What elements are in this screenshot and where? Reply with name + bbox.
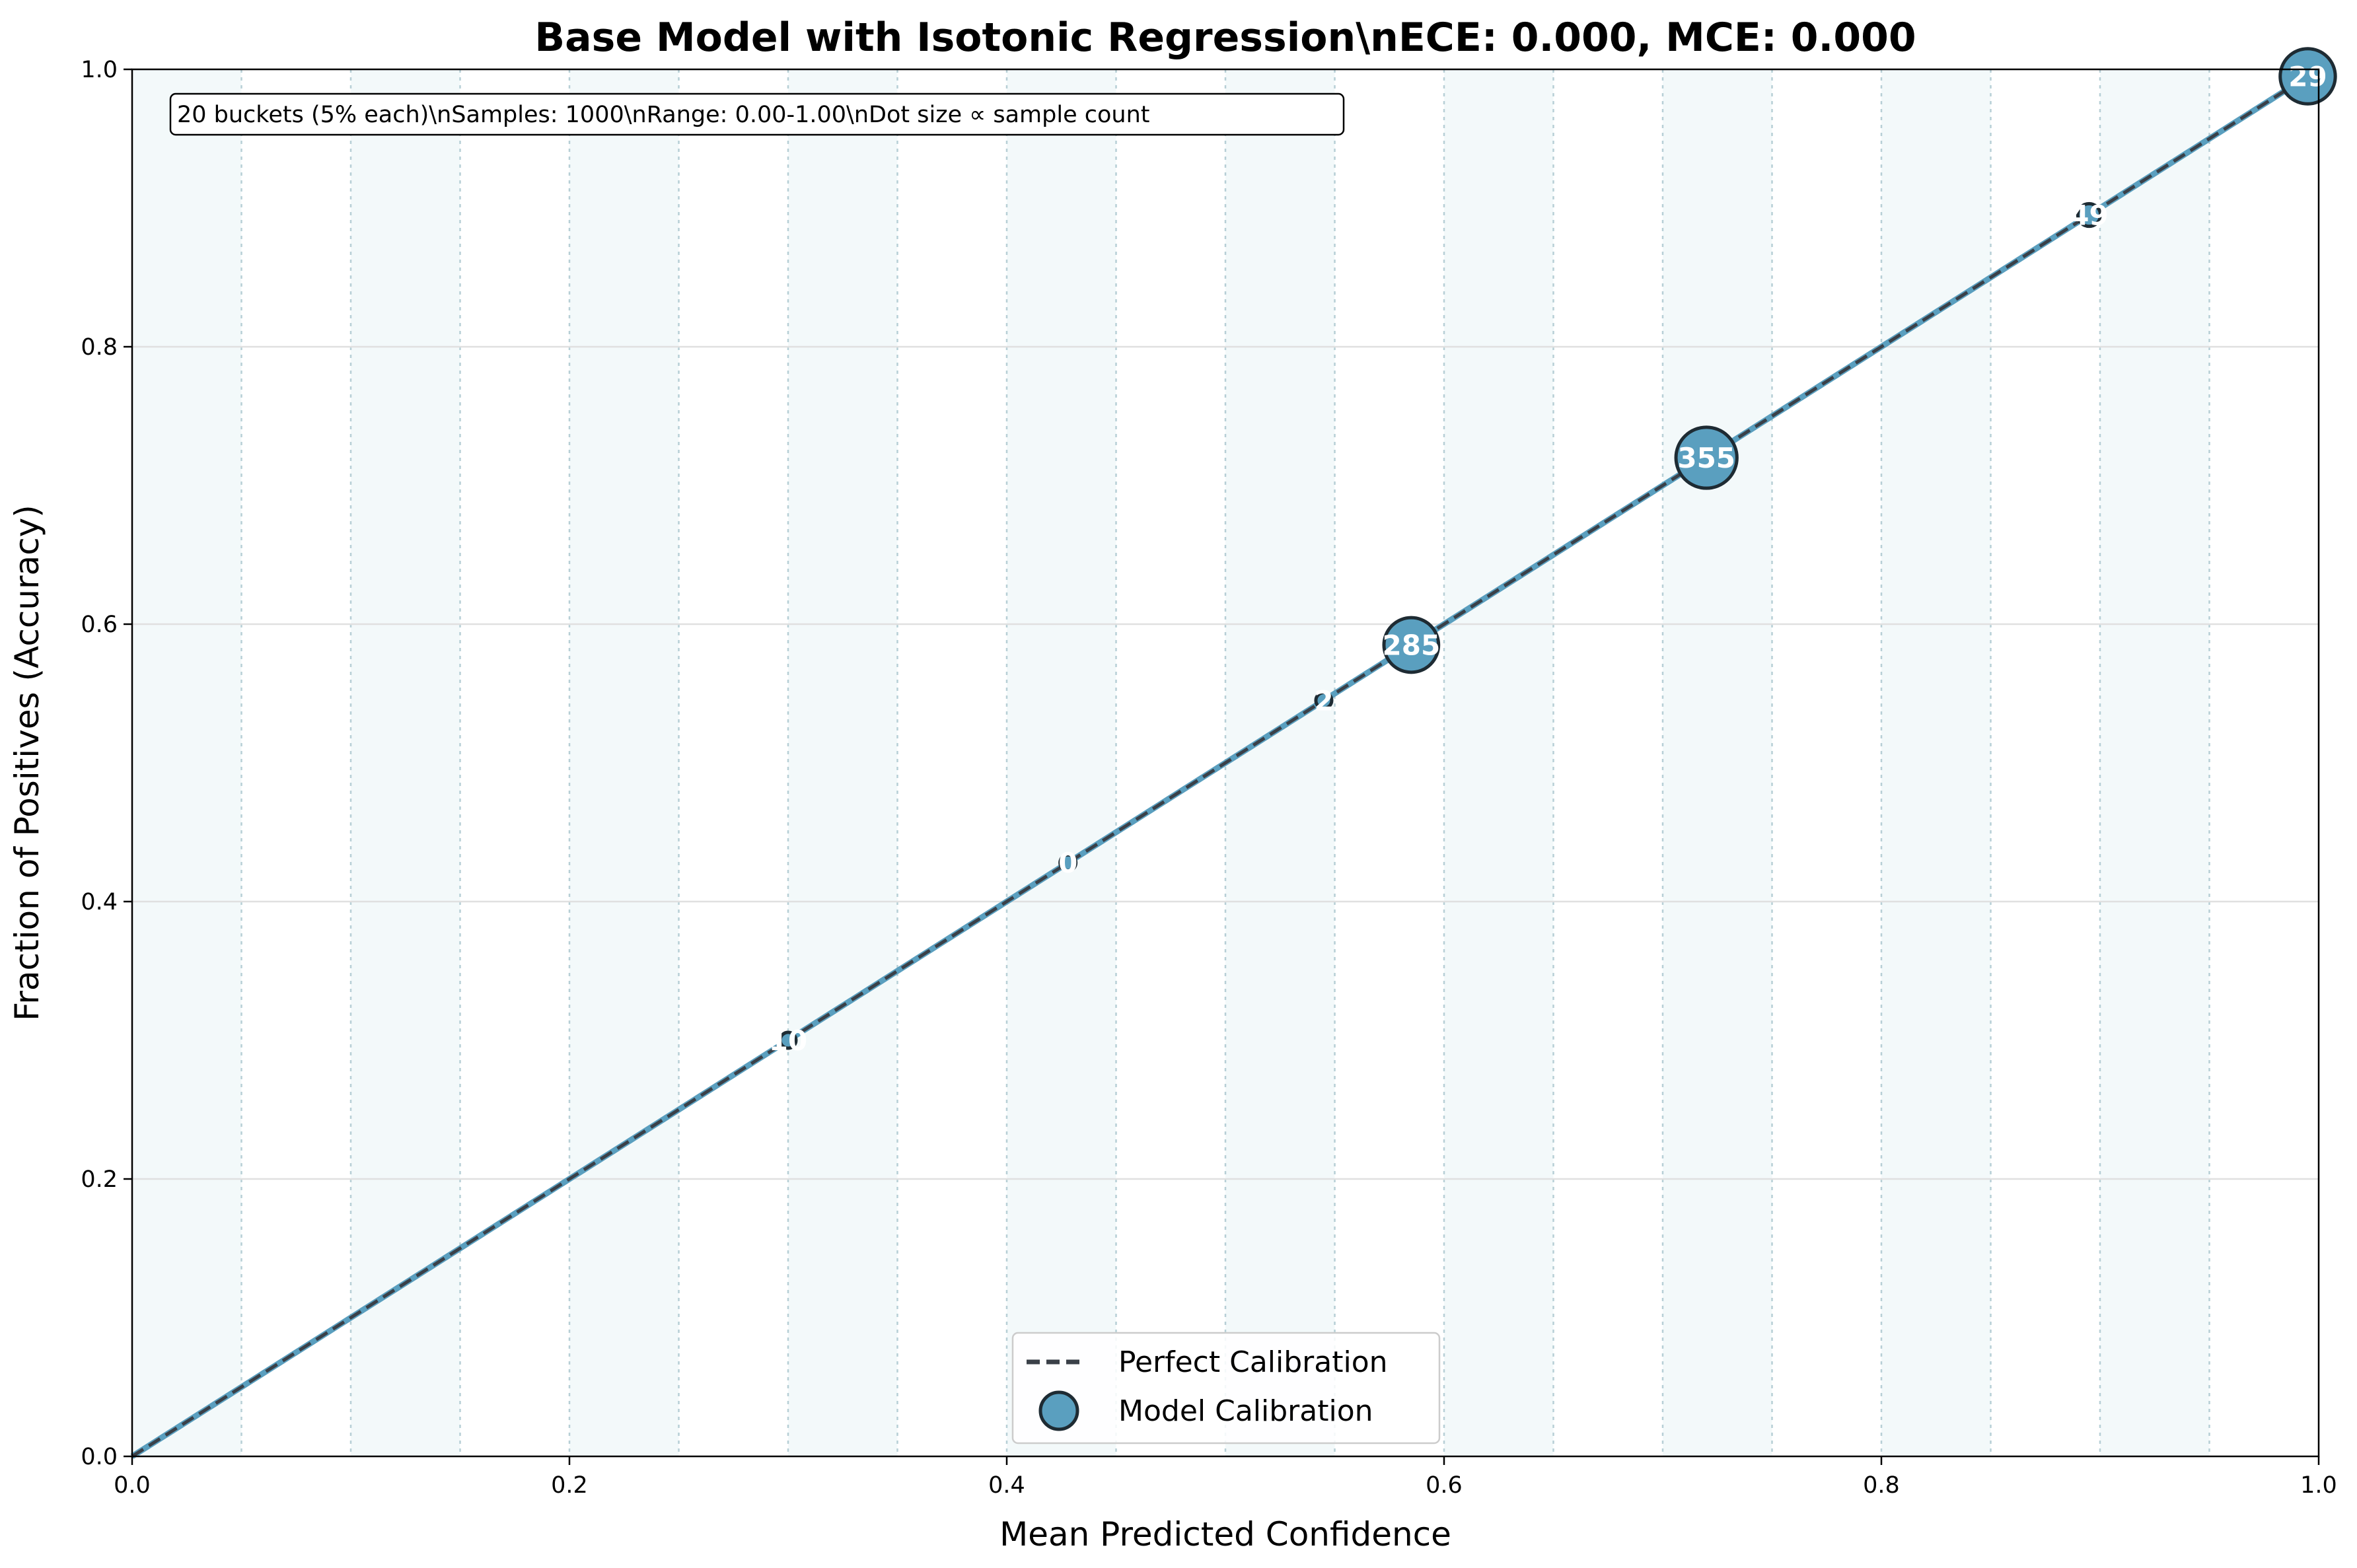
point-count-label: 355 — [1677, 442, 1735, 474]
x-tick-label: 0.8 — [1863, 1472, 1900, 1499]
x-tick-label: 1.0 — [2300, 1472, 2337, 1499]
point-count-label: 285 — [1383, 629, 1441, 662]
point-count-label: 49 — [2070, 199, 2108, 232]
legend-perfect-calibration-label: Perfect Calibration — [1118, 1345, 1388, 1379]
plot-frame — [131, 68, 2320, 1458]
y-tick-label: 0.4 — [81, 889, 118, 915]
chart-title: Base Model with Isotonic Regression\nECE… — [534, 15, 1916, 61]
perfect-calibration-line — [131, 67, 2320, 1458]
legend-box — [1011, 1332, 1441, 1444]
legend: Perfect Calibration Model Calibration — [1011, 1332, 1441, 1444]
calibration-point — [2076, 201, 2103, 229]
calibration-point — [778, 1030, 798, 1050]
bucket-bands — [132, 69, 2210, 1456]
point-count-label: 10 — [769, 1024, 807, 1057]
calibration-point — [1382, 616, 1441, 674]
calibration-lines — [130, 67, 2320, 1459]
y-axis-title: Fraction of Positives (Accuracy) — [8, 505, 46, 1021]
grid-lines — [132, 345, 2319, 1180]
x-tick-label: 0.6 — [1426, 1472, 1463, 1499]
bucket-band — [1225, 69, 1335, 1456]
info-annotation-text: 20 buckets (5% each)\nSamples: 1000\nRan… — [177, 102, 1149, 128]
y-tick-label: 1.0 — [81, 57, 118, 83]
point-count-label: 29 — [2288, 61, 2327, 93]
x-tick-label: 0.0 — [114, 1472, 151, 1499]
x-tick-label: 0.4 — [988, 1472, 1025, 1499]
legend-model-calibration-label: Model Calibration — [1118, 1394, 1373, 1428]
point-count-label: 2 — [1314, 685, 1333, 717]
bucket-band — [569, 69, 679, 1456]
bucket-band — [1881, 69, 1991, 1456]
axis-ticks: 0.0 0.2 0.4 0.6 0.8 1.0 0.0 0.2 0.4 0.6 0.8 1.0 — [81, 57, 2337, 1499]
point-count-label: 0 — [1058, 847, 1077, 879]
bucket-band — [1007, 69, 1116, 1456]
calibration-point — [1058, 853, 1078, 873]
bucket-band — [132, 69, 242, 1456]
bucket-band — [2100, 69, 2210, 1456]
x-tick-label: 0.2 — [551, 1472, 588, 1499]
calibration-point — [1314, 691, 1334, 710]
bucket-band — [1663, 69, 1772, 1456]
info-annotation-box — [169, 92, 1345, 136]
calibration-points: 10 0 2 285 355 49 29 — [769, 47, 2337, 1057]
y-tick-label: 0.0 — [81, 1444, 118, 1470]
legend-model-calibration-swatch — [1038, 1390, 1079, 1431]
info-annotation: 20 buckets (5% each)\nSamples: 1000\nRan… — [169, 92, 1345, 136]
x-axis-title: Mean Predicted Confidence — [999, 1515, 1451, 1553]
y-tick-label: 0.6 — [81, 612, 118, 638]
bucket-band — [788, 69, 898, 1456]
calibration-point — [2278, 47, 2337, 106]
bucket-band — [351, 69, 460, 1456]
y-tick-label: 0.2 — [81, 1166, 118, 1193]
y-tick-label: 0.8 — [81, 334, 118, 361]
calibration-point — [1674, 425, 1739, 490]
bucket-band — [1444, 69, 1554, 1456]
